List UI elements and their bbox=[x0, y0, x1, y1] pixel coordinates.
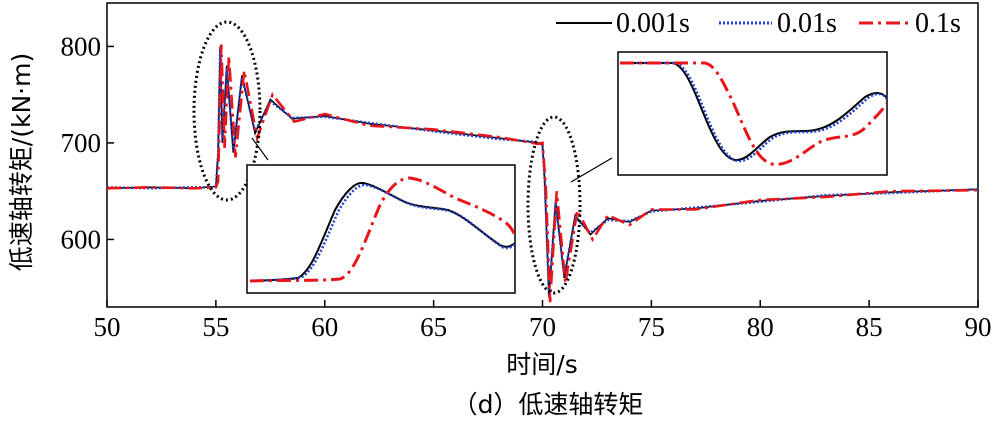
x-tick-label-5: 75 bbox=[638, 312, 665, 342]
legend-label-0001s: 0.001s bbox=[616, 8, 690, 39]
inset1-line-01s bbox=[249, 176, 515, 283]
legend-label-01s: 0.1s bbox=[915, 8, 961, 39]
x-tick-label-4: 70 bbox=[529, 312, 556, 342]
y-tick-label-2: 800 bbox=[61, 31, 102, 61]
series-layer bbox=[107, 44, 978, 303]
legend: 0.001s 0.01s 0.1s bbox=[556, 8, 961, 39]
inset1-line-001s bbox=[249, 183, 515, 283]
x-tick-label-1: 55 bbox=[202, 312, 229, 342]
y-tick-label-1: 700 bbox=[61, 128, 102, 158]
x-axis-title: 时间/s bbox=[506, 350, 577, 379]
figure-caption: （d）低速轴转矩 bbox=[453, 390, 644, 419]
inset-zoom-2 bbox=[617, 51, 888, 176]
x-tick-label-0: 50 bbox=[94, 312, 121, 342]
inset2-line-001s bbox=[620, 61, 887, 163]
inset2-line-0001s bbox=[620, 62, 887, 162]
inset-zoom-1 bbox=[246, 164, 516, 294]
x-tick-label-2: 60 bbox=[311, 312, 338, 342]
zoom-ellipse-1 bbox=[192, 20, 262, 202]
axis-layer: 50 55 60 65 70 75 80 85 90 600 700 800 bbox=[61, 31, 992, 342]
y-tick-label-0: 600 bbox=[61, 224, 102, 254]
connector-line-2 bbox=[570, 157, 613, 183]
x-tick-label-6: 80 bbox=[747, 312, 774, 342]
zoom-ellipse-2 bbox=[526, 115, 582, 295]
legend-label-001s: 0.01s bbox=[777, 8, 837, 39]
y-axis-title: 低速轴转矩/(kN·m) bbox=[7, 53, 36, 271]
connector-line-1 bbox=[251, 137, 269, 161]
x-tick-label-7: 85 bbox=[856, 312, 883, 342]
inset2-line-01s bbox=[620, 61, 887, 166]
inset1-line-0001s bbox=[249, 181, 515, 282]
x-tick-label-8: 90 bbox=[965, 312, 992, 342]
series-line-2 bbox=[107, 44, 978, 303]
x-tick-label-3: 65 bbox=[420, 312, 447, 342]
